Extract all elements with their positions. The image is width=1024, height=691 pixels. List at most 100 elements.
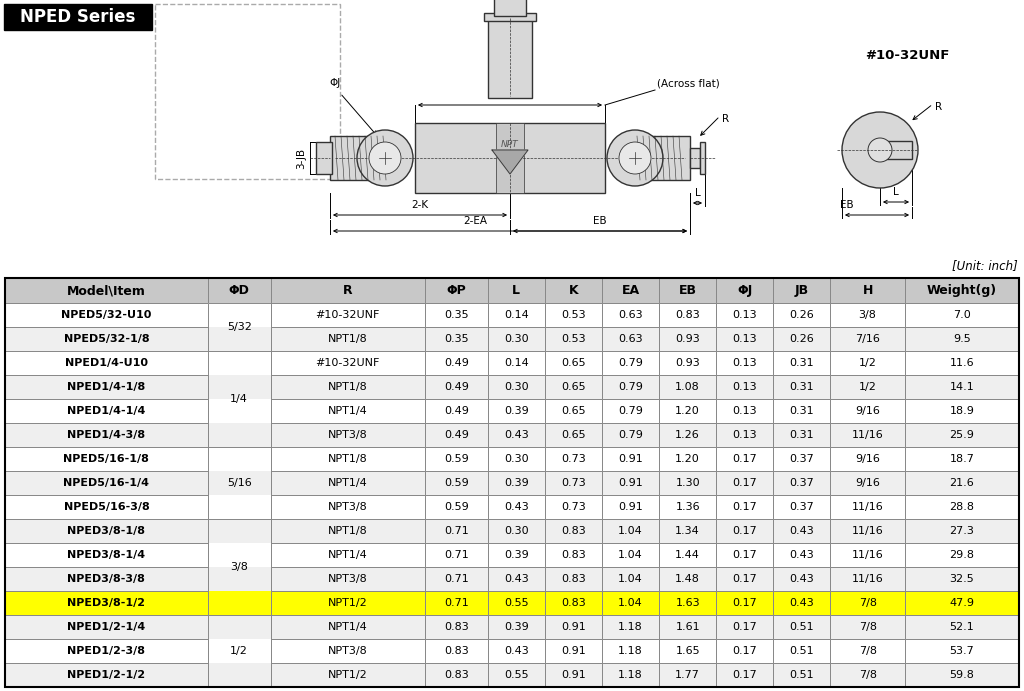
Bar bbox=[208, 567, 270, 591]
Text: L: L bbox=[512, 284, 520, 297]
Text: NPED3/8-1/4: NPED3/8-1/4 bbox=[68, 550, 145, 560]
Bar bbox=[602, 519, 659, 543]
Bar bbox=[487, 615, 545, 639]
Bar bbox=[602, 639, 659, 663]
Bar bbox=[716, 591, 773, 615]
Bar bbox=[208, 278, 270, 303]
Text: 0.71: 0.71 bbox=[444, 574, 469, 584]
Text: NPT1/4: NPT1/4 bbox=[328, 550, 368, 560]
Text: 0.39: 0.39 bbox=[504, 406, 528, 416]
Bar bbox=[716, 519, 773, 543]
Text: NPED5/32-U10: NPED5/32-U10 bbox=[61, 310, 152, 320]
Bar bbox=[602, 303, 659, 327]
Text: 1.34: 1.34 bbox=[675, 526, 700, 536]
Bar bbox=[905, 567, 1019, 591]
Bar bbox=[5, 278, 1019, 687]
Bar bbox=[659, 495, 716, 519]
Text: 28.8: 28.8 bbox=[949, 502, 975, 512]
Text: NPED3/8-1/8: NPED3/8-1/8 bbox=[68, 526, 145, 536]
Text: JB: JB bbox=[795, 284, 809, 297]
Text: 1/2: 1/2 bbox=[859, 382, 877, 392]
Text: 0.37: 0.37 bbox=[790, 502, 814, 512]
Bar bbox=[270, 303, 425, 327]
Text: 9/16: 9/16 bbox=[855, 406, 880, 416]
Bar bbox=[773, 663, 830, 687]
Bar bbox=[773, 615, 830, 639]
Bar bbox=[716, 495, 773, 519]
Text: NPED1/4-1/8: NPED1/4-1/8 bbox=[68, 382, 145, 392]
Bar bbox=[425, 663, 487, 687]
Text: 7/8: 7/8 bbox=[858, 622, 877, 632]
Bar bbox=[905, 639, 1019, 663]
Text: 0.43: 0.43 bbox=[504, 574, 528, 584]
Bar bbox=[659, 471, 716, 495]
Text: 0.17: 0.17 bbox=[732, 646, 757, 656]
Bar bbox=[208, 663, 270, 687]
Bar bbox=[487, 471, 545, 495]
Text: 0.79: 0.79 bbox=[618, 358, 643, 368]
Text: 25.9: 25.9 bbox=[949, 430, 974, 440]
Bar bbox=[425, 375, 487, 399]
Bar bbox=[270, 278, 425, 303]
Bar bbox=[425, 615, 487, 639]
Bar bbox=[5, 519, 208, 543]
Bar bbox=[716, 543, 773, 567]
Text: 0.93: 0.93 bbox=[675, 334, 700, 344]
Bar bbox=[773, 471, 830, 495]
Bar bbox=[716, 278, 773, 303]
Bar bbox=[5, 639, 208, 663]
Bar bbox=[208, 303, 270, 327]
Text: 2-K: 2-K bbox=[412, 200, 429, 210]
Bar bbox=[487, 567, 545, 591]
Text: 0.31: 0.31 bbox=[790, 382, 814, 392]
Circle shape bbox=[357, 130, 413, 186]
Text: 0.37: 0.37 bbox=[790, 478, 814, 488]
Text: 1.20: 1.20 bbox=[675, 454, 700, 464]
Bar bbox=[659, 543, 716, 567]
Bar bbox=[773, 375, 830, 399]
Text: 7.0: 7.0 bbox=[953, 310, 971, 320]
Bar bbox=[270, 471, 425, 495]
Text: 9/16: 9/16 bbox=[855, 478, 880, 488]
Bar bbox=[487, 423, 545, 447]
Text: 0.91: 0.91 bbox=[618, 454, 643, 464]
Bar bbox=[659, 278, 716, 303]
Bar bbox=[5, 303, 208, 327]
Text: 59.8: 59.8 bbox=[949, 670, 974, 680]
Bar bbox=[602, 423, 659, 447]
Text: NPT1/8: NPT1/8 bbox=[328, 526, 368, 536]
Bar bbox=[716, 375, 773, 399]
Bar bbox=[270, 327, 425, 351]
Text: ΦJ: ΦJ bbox=[737, 284, 753, 297]
Text: 0.65: 0.65 bbox=[561, 430, 586, 440]
Text: NPT1/8: NPT1/8 bbox=[328, 454, 368, 464]
Bar bbox=[425, 639, 487, 663]
Bar bbox=[316, 142, 332, 174]
Bar bbox=[830, 615, 905, 639]
Text: 0.39: 0.39 bbox=[504, 478, 528, 488]
Text: NPT3/8: NPT3/8 bbox=[328, 574, 368, 584]
Bar bbox=[5, 375, 208, 399]
Bar bbox=[830, 495, 905, 519]
Text: 0.93: 0.93 bbox=[675, 358, 700, 368]
Bar bbox=[830, 591, 905, 615]
Bar bbox=[602, 375, 659, 399]
Text: 0.83: 0.83 bbox=[444, 670, 469, 680]
Text: 1.20: 1.20 bbox=[675, 406, 700, 416]
Bar bbox=[487, 663, 545, 687]
Bar bbox=[487, 327, 545, 351]
Bar bbox=[487, 447, 545, 471]
Bar bbox=[905, 519, 1019, 543]
Bar bbox=[5, 327, 208, 351]
Text: NPED Series: NPED Series bbox=[20, 8, 136, 26]
Bar bbox=[716, 399, 773, 423]
Bar bbox=[208, 591, 270, 615]
Text: 52.1: 52.1 bbox=[949, 622, 974, 632]
Bar bbox=[4, 4, 152, 30]
Bar bbox=[270, 543, 425, 567]
Text: 0.71: 0.71 bbox=[444, 598, 469, 608]
Circle shape bbox=[369, 142, 401, 174]
Bar bbox=[659, 519, 716, 543]
Text: NPT1/2: NPT1/2 bbox=[328, 598, 368, 608]
Bar bbox=[425, 567, 487, 591]
